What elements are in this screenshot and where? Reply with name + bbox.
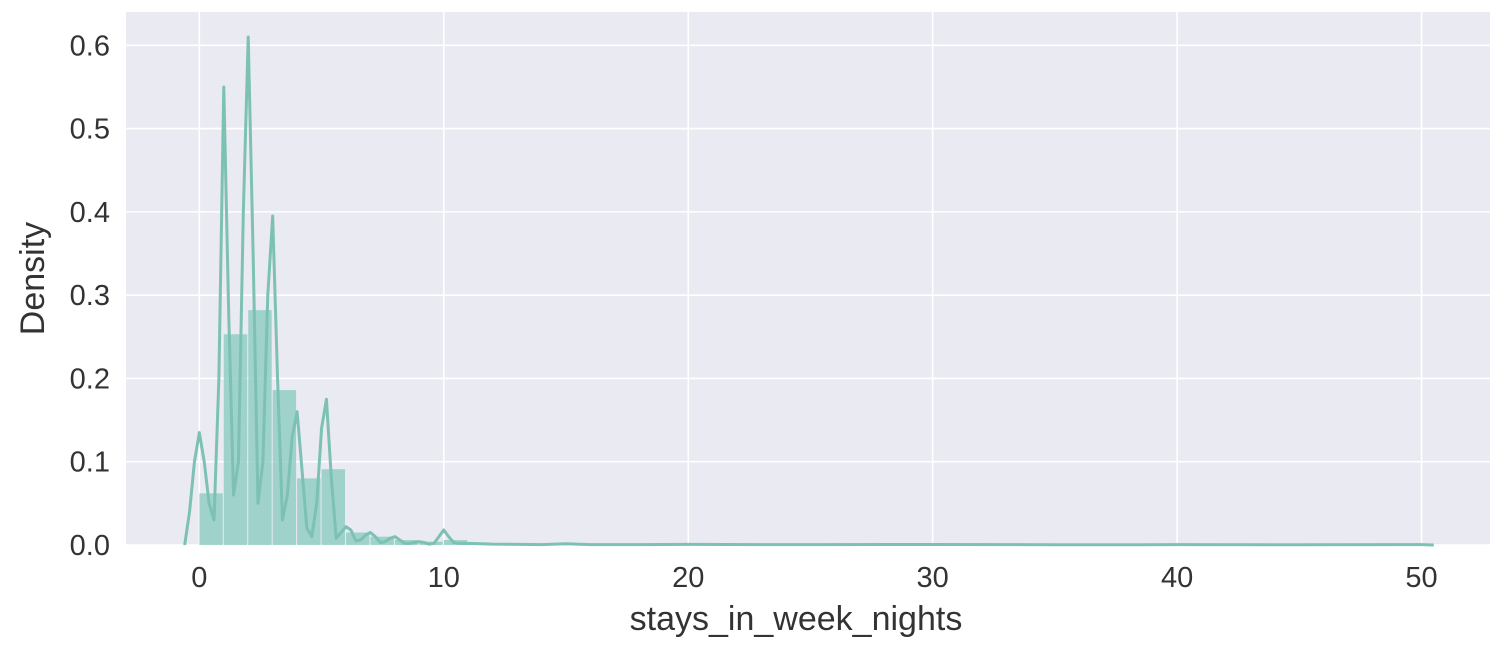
y-tick-label-1: 0.1 (70, 447, 110, 479)
y-tick-label-0: 0.0 (70, 530, 110, 562)
y-tick-label-6: 0.6 (70, 30, 110, 62)
histogram-bar-1 (223, 334, 248, 545)
y-tick-label-4: 0.4 (70, 197, 110, 229)
x-tick-label-1: 10 (428, 562, 460, 594)
kde-curve (183, 35, 1434, 547)
x-tick-label-0: 0 (191, 562, 207, 594)
y-tick-label-5: 0.5 (70, 114, 110, 146)
x-tick-label-4: 40 (1161, 562, 1193, 594)
y-tick-label-2: 0.2 (70, 363, 110, 395)
histogram-bar-3 (272, 390, 297, 545)
x-axis-label: stays_in_week_nights (630, 600, 963, 638)
x-tick-labels: 0 10 20 30 40 50 (191, 562, 1437, 594)
x-tick-label-2: 20 (672, 562, 704, 594)
plot-background (126, 12, 1490, 545)
y-tick-labels: 0.0 0.1 0.2 0.3 0.4 0.5 0.6 (70, 30, 110, 562)
x-tick-label-3: 30 (917, 562, 949, 594)
histogram-bar-2 (248, 310, 272, 545)
y-axis-label: Density (14, 222, 52, 335)
histogram-bar-0 (199, 493, 223, 545)
kde-line (183, 35, 1434, 547)
x-tick-label-5: 50 (1405, 562, 1437, 594)
y-tick-label-3: 0.3 (70, 280, 110, 312)
